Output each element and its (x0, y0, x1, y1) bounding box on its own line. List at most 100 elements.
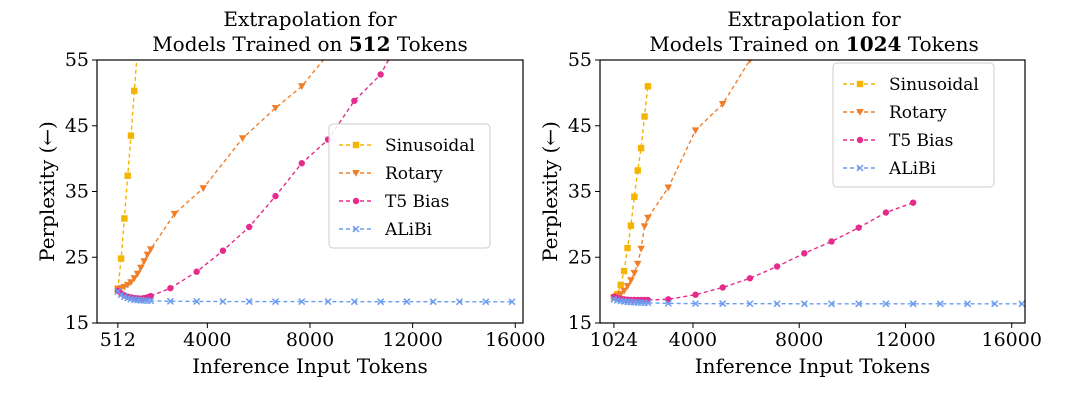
data-point-t5-bias (719, 284, 726, 291)
data-point-rotary (123, 281, 132, 289)
data-point-alibi (219, 297, 227, 306)
data-point-alibi (664, 299, 672, 307)
data-point-t5-bias (298, 160, 305, 167)
legend-label-t5-bias: T5 Bias (385, 192, 449, 212)
data-point-t5-bias (246, 223, 253, 231)
data-point-rotary (640, 223, 649, 231)
x-tick-label: 4000 (669, 329, 717, 351)
data-point-sinusoidal (620, 267, 628, 275)
y-tick-label: 25 (65, 246, 89, 268)
data-point-sinusoidal (134, 47, 140, 53)
data-point-t5-bias (773, 263, 781, 270)
data-point-alibi (166, 297, 174, 305)
data-point-t5-bias (147, 292, 154, 300)
legend-box (328, 123, 491, 249)
data-point-t5-bias (746, 275, 754, 282)
x-tick-label: 12000 (382, 329, 442, 351)
data-point-t5-bias (828, 238, 835, 245)
data-point-alibi (746, 300, 754, 308)
legend-marker-alibi (856, 164, 864, 172)
title-suffix: Tokens (391, 32, 468, 56)
data-point-alibi (193, 297, 201, 305)
legend-label-t5-bias: T5 Bias (889, 131, 953, 151)
data-point-rotary (620, 287, 628, 295)
series-line-rotary (613, 60, 751, 299)
data-point-alibi (855, 300, 863, 308)
x-tick-label: 12000 (875, 329, 935, 351)
data-point-alibi (644, 299, 652, 307)
data-point-t5-bias (272, 192, 279, 200)
chart-title-line-2: Models Trained on 512 Tokens (152, 32, 468, 56)
series-group (610, 60, 1025, 308)
legend: Sinusoidal Rotary T5 Bias ALiBi (328, 123, 491, 249)
y-tick-label: 15 (65, 312, 89, 334)
data-point-alibi (1018, 300, 1025, 308)
title-suffix: Tokens (901, 32, 978, 56)
data-point-alibi (963, 300, 972, 308)
title-prefix: Models Trained on (152, 32, 349, 56)
data-point-t5-bias (692, 291, 699, 298)
data-point-rotary (170, 210, 179, 218)
data-point-sinusoidal (634, 167, 641, 174)
data-point-alibi (245, 298, 253, 306)
data-point-sinusoidal (117, 255, 125, 262)
data-point-alibi (691, 300, 700, 308)
legend-label-rotary: Rotary (889, 103, 947, 123)
data-point-alibi (508, 298, 516, 306)
data-point-rotary (633, 260, 642, 268)
chart-title-line-1: Extrapolation for (727, 7, 901, 31)
series-line-sinusoidal (117, 60, 138, 291)
x-axis-label: Inference Input Tokens (695, 354, 930, 378)
y-tick-label: 55 (65, 49, 89, 71)
data-point-rotary (146, 246, 155, 254)
data-point-sinusoidal (121, 215, 128, 222)
title-prefix: Models Trained on (649, 32, 846, 56)
data-point-sinusoidal (641, 113, 648, 120)
data-point-rotary (616, 291, 625, 298)
legend-marker-rotary (856, 109, 864, 116)
data-point-rotary (718, 101, 727, 108)
data-point-alibi (882, 300, 890, 308)
data-point-sinusoidal (637, 144, 645, 152)
data-point-alibi (773, 300, 781, 308)
x-tick-label: 8000 (286, 329, 334, 351)
series-line-sinusoidal (613, 86, 649, 298)
y-tick-label: 35 (65, 181, 89, 203)
data-point-t5-bias (167, 284, 174, 292)
data-point-alibi (324, 298, 332, 306)
data-point-t5-bias (909, 199, 917, 206)
x-axis-label: Inference Input Tokens (192, 354, 427, 378)
legend-label-rotary: Rotary (385, 164, 443, 184)
y-axis-label: Perplexity (←) (538, 121, 562, 262)
data-point-rotary (140, 258, 148, 265)
legend-marker-rotary (352, 170, 360, 177)
y-tick-label: 35 (568, 181, 592, 203)
data-point-alibi (350, 298, 358, 306)
data-point-sinusoidal (138, 11, 144, 17)
data-point-sinusoidal (124, 172, 131, 179)
data-point-rotary (630, 270, 639, 277)
data-point-sinusoidal (127, 132, 135, 139)
x-tick-label: 1024 (590, 329, 638, 351)
y-tick-label: 45 (568, 115, 592, 137)
data-point-rotary (664, 184, 673, 192)
data-point-alibi (719, 300, 727, 308)
legend-box (832, 62, 995, 188)
data-point-rotary (137, 264, 145, 272)
legend-label-alibi: ALiBi (888, 159, 936, 179)
data-point-rotary (199, 185, 208, 193)
data-point-rotary (238, 135, 247, 143)
legend: Sinusoidal Rotary T5 Bias ALiBi (832, 62, 995, 188)
x-tick-label: 512 (100, 329, 136, 351)
data-point-alibi (117, 291, 125, 299)
data-point-t5-bias (193, 268, 200, 275)
data-point-alibi (936, 300, 944, 308)
data-point-alibi (827, 300, 836, 308)
legend-label-sinusoidal: Sinusoidal (385, 136, 475, 156)
legend-marker-t5-bias (352, 197, 360, 205)
data-point-t5-bias (219, 247, 227, 254)
data-point-rotary (143, 251, 152, 259)
data-point-alibi (377, 298, 385, 306)
